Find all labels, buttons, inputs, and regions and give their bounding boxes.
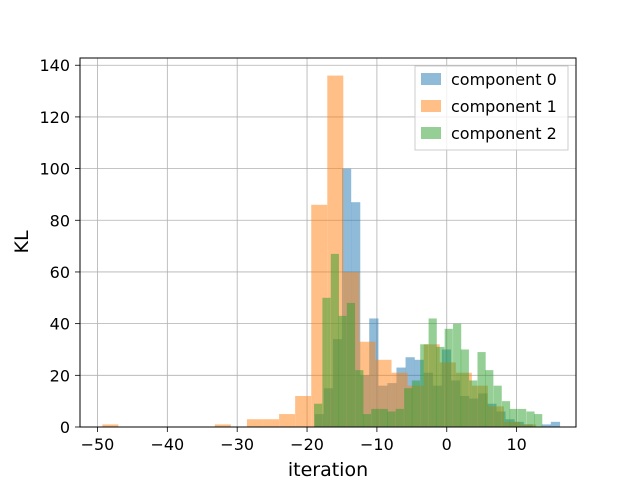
x-tick-label: −20 <box>290 435 324 454</box>
x-tick-label: 10 <box>506 435 526 454</box>
y-tick-label: 0 <box>60 418 70 437</box>
histogram-bar <box>428 318 437 427</box>
histogram-bar <box>338 315 347 427</box>
legend-swatch <box>421 100 441 112</box>
x-tick-label: 0 <box>442 435 452 454</box>
y-tick-label: 20 <box>50 366 70 385</box>
y-tick-label: 140 <box>39 56 70 75</box>
y-axis-label: KL <box>11 230 33 253</box>
x-tick-label: −10 <box>360 435 394 454</box>
y-tick-label: 60 <box>50 263 70 282</box>
histogram-bar <box>314 403 323 427</box>
histogram-bar <box>526 411 535 427</box>
histogram-bar <box>518 408 527 427</box>
legend-label: component 0 <box>451 70 557 89</box>
x-tick-label: −40 <box>150 435 184 454</box>
histogram-bar <box>541 424 551 427</box>
x-tick-label: −50 <box>81 435 115 454</box>
histogram-bar <box>102 424 119 427</box>
histogram-bar <box>246 419 263 427</box>
histogram-bar <box>509 408 518 427</box>
histogram-bar <box>460 349 469 427</box>
histogram-bar <box>279 414 296 427</box>
y-axis-ticks: 0 20 40 60 80 100 120 140 <box>39 56 80 437</box>
x-tick-label: −30 <box>220 435 254 454</box>
legend-swatch <box>421 127 441 139</box>
histogram-bar <box>411 380 421 427</box>
histogram-bar <box>420 344 429 427</box>
legend-label: component 2 <box>451 124 557 143</box>
legend-label: component 1 <box>451 97 557 116</box>
histogram-bar <box>444 328 453 427</box>
histogram-bar <box>493 385 502 427</box>
histogram-bar <box>330 253 339 427</box>
histogram-bar <box>362 414 372 427</box>
histogram-bars <box>102 75 561 428</box>
histogram-bar <box>550 421 561 427</box>
histogram-bar <box>346 302 356 427</box>
x-axis-label: iteration <box>288 459 368 480</box>
histogram-bar <box>371 408 380 427</box>
histogram-bar <box>534 414 543 427</box>
histogram-bar <box>453 323 462 427</box>
y-tick-label: 40 <box>50 315 70 334</box>
legend: component 0 component 1 component 2 <box>414 65 569 151</box>
histogram-bar <box>485 370 494 427</box>
histogram-bar <box>469 380 478 427</box>
x-axis-ticks: −50 −40 −30 −20 −10 0 10 <box>81 427 527 454</box>
histogram-bar <box>436 346 445 427</box>
histogram-bar <box>404 388 413 427</box>
y-tick-label: 80 <box>50 211 70 230</box>
y-tick-label: 100 <box>39 160 70 179</box>
histogram-bar <box>214 424 231 427</box>
histogram-bar <box>322 297 331 427</box>
histogram-bar <box>295 395 312 427</box>
histogram-bar <box>387 411 396 427</box>
legend-swatch <box>421 73 441 85</box>
histogram-bar <box>263 419 280 427</box>
series-2-bars <box>314 253 543 427</box>
histogram-bar <box>501 401 511 427</box>
y-tick-label: 120 <box>39 108 70 127</box>
histogram-bar <box>355 370 364 427</box>
histogram-bar <box>477 352 486 427</box>
plot-frame <box>79 57 577 428</box>
histogram-bar <box>359 341 376 427</box>
histogram-bar <box>395 408 404 427</box>
histogram-bar <box>379 408 388 427</box>
